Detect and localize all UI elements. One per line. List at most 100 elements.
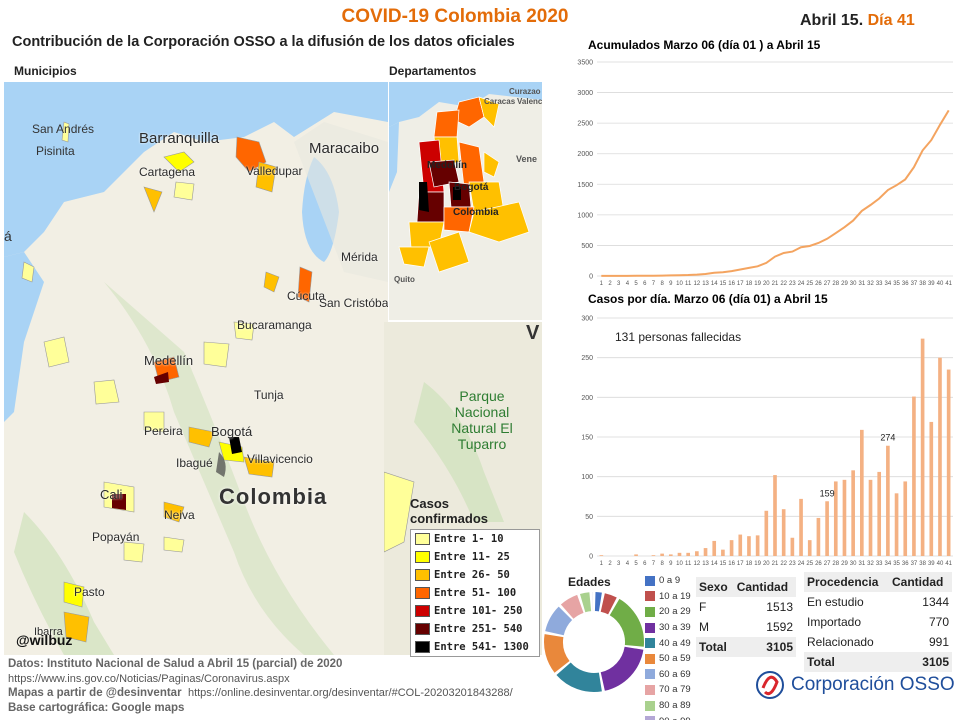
municipios-map: San Andrés Pisinita Barranquilla Cartage… <box>4 82 388 655</box>
daily-bar <box>929 421 934 556</box>
bar-data-label: 159 <box>820 488 835 498</box>
osso-logo-text: Corporación OSSO <box>791 674 955 695</box>
y-tick-label: 2500 <box>577 121 593 128</box>
subtitle: Contribución de la Corporación OSSO a la… <box>12 34 515 50</box>
dep-place-curazao: Curazao <box>509 87 541 96</box>
ages-legend-item: 60 a 69 <box>645 667 691 683</box>
place-barranquilla: Barranquilla <box>139 130 220 147</box>
map-legend: Casos confirmados Entre 1- 10 Entre 11- 2… <box>410 496 540 657</box>
osso-logo: Corporación OSSO <box>755 668 955 702</box>
x-tick-label: 41 <box>945 281 952 287</box>
date-label: Abril 15. Día 41 <box>800 12 915 30</box>
daily-bar <box>807 540 812 556</box>
sex-table: Sexo Cantidad F 1513 M 1592 Total 3105 <box>696 577 796 657</box>
x-tick-label: 11 <box>685 281 692 287</box>
daily-bar <box>634 554 638 556</box>
cumulative-chart: Acumulados Marzo 06 (día 01 ) a Abril 15… <box>577 38 953 287</box>
legend-swatch <box>415 641 430 653</box>
legend-item: Entre 251- 540 <box>411 620 539 638</box>
table-row: Relacionado 991 <box>804 632 952 652</box>
legend-item: Entre 541- 1300 <box>411 638 539 656</box>
legend-label: Entre 11- 25 <box>434 551 510 563</box>
x-tick-label: 8 <box>660 281 664 287</box>
daily-bar <box>842 479 847 556</box>
donut-slice <box>544 634 570 673</box>
source-mapas-url: https://online.desinventar.org/desinvent… <box>187 687 513 699</box>
dep-place-caracas: Caracas <box>484 97 516 106</box>
place-popayan: Popayán <box>92 530 140 544</box>
daily-bar <box>747 536 751 556</box>
legend-title-line2: confirmados <box>410 511 489 526</box>
source-datos-url: https://www.ins.gov.co/Noticias/Paginas/… <box>8 672 290 685</box>
place-cartagena: Cartagena <box>139 165 196 179</box>
x-tick-label: 16 <box>728 281 735 287</box>
daily-bar <box>799 498 803 556</box>
ages-legend-swatch <box>645 575 655 586</box>
daily-bar <box>903 481 908 556</box>
x-tick-label: 4 <box>626 561 630 567</box>
municipios-label: Municipios <box>14 64 77 78</box>
cumulative-x-ticks: 1 2 3 4 5 6 7 8 9 10 11 12 13 14 15 16 17 18 19 20 21 22 23 24 2… <box>600 281 953 287</box>
x-tick-label: 13 <box>702 561 709 567</box>
daily-bar <box>851 470 855 556</box>
place-tuparro: Parque Nacional Natural El Tuparro <box>451 388 513 452</box>
procedencia-table: Procedencia Cantidad En estudio 1344 Imp… <box>804 572 952 672</box>
source-datos: Datos: Instituto Nacional de Salud a Abr… <box>8 658 343 670</box>
place-merida: Mérida <box>341 250 378 264</box>
page-title: COVID-19 Colombia 2020 <box>341 6 569 27</box>
ages-title: Edades <box>568 575 611 589</box>
ages-legend-swatch <box>645 638 655 649</box>
daily-bar <box>729 540 734 556</box>
ages-legend-label: 0 a 9 <box>659 575 681 587</box>
ages-legend-swatch <box>645 653 655 664</box>
dep-place-venezuela: Vene <box>516 154 538 164</box>
daily-bar <box>894 493 899 556</box>
place-maracaibo: Maracaibo <box>309 140 380 157</box>
x-tick-label: 26 <box>815 561 822 567</box>
sex-table-header: Sexo Cantidad <box>696 577 796 597</box>
sex-cell: F <box>699 600 707 614</box>
x-tick-label: 1 <box>600 561 604 567</box>
bar-data-label: 274 <box>880 433 895 443</box>
legend-items: Entre 1- 10 Entre 11- 25 Entre 26- 50 Entre… <box>410 529 540 657</box>
proc-cell: En estudio <box>807 595 864 609</box>
daily-bar <box>816 517 821 556</box>
place-pisinita: Pisinita <box>36 144 75 158</box>
y-tick-label: 500 <box>581 243 593 250</box>
daily-data-labels: 159 274 <box>820 433 896 499</box>
proc-header-procedencia: Procedencia <box>804 572 889 592</box>
ages-legend-label: 10 a 19 <box>659 590 691 602</box>
daily-chart-title: Casos por día. Marzo 06 (día 01) a Abril… <box>588 292 828 306</box>
donut-slice <box>600 646 644 691</box>
daily-bar <box>712 540 717 556</box>
sex-count: 1513 <box>766 600 793 614</box>
x-tick-label: 21 <box>772 281 779 287</box>
x-tick-label: 33 <box>876 281 883 287</box>
proc-count: 770 <box>928 615 949 629</box>
x-tick-label: 38 <box>919 561 926 567</box>
ages-legend-item: 20 a 29 <box>645 604 691 620</box>
departamentos-map-shapes <box>389 82 542 320</box>
cumulative-chart-title: Acumulados Marzo 06 (día 01 ) a Abril 15 <box>588 38 821 52</box>
day-count: Día 41 <box>867 12 915 29</box>
legend-swatch <box>415 587 430 599</box>
place-villavicencio: Villavicencio <box>247 452 313 466</box>
place-medellin: Medellín <box>144 353 194 368</box>
proc-cell: Importado <box>807 615 862 629</box>
proc-count: 991 <box>928 635 949 649</box>
dep-place-medellin: Medellín <box>427 160 468 171</box>
x-tick-label: 22 <box>780 281 787 287</box>
sex-count: 1592 <box>766 620 793 634</box>
daily-bar <box>660 553 664 556</box>
x-tick-label: 35 <box>893 281 900 287</box>
x-tick-label: 15 <box>720 281 727 287</box>
daily-bar <box>790 537 795 556</box>
daily-bar <box>686 552 690 556</box>
y-tick-label: 50 <box>585 514 593 521</box>
cumulative-y-ticks: 0 500 1000 1500 2000 2500 3000 3500 <box>577 60 593 281</box>
y-tick-label: 0 <box>589 554 593 561</box>
daily-bar <box>877 471 882 556</box>
x-tick-label: 4 <box>626 281 630 287</box>
donut-slice <box>592 592 594 612</box>
place-valledupar: Valledupar <box>246 164 303 178</box>
